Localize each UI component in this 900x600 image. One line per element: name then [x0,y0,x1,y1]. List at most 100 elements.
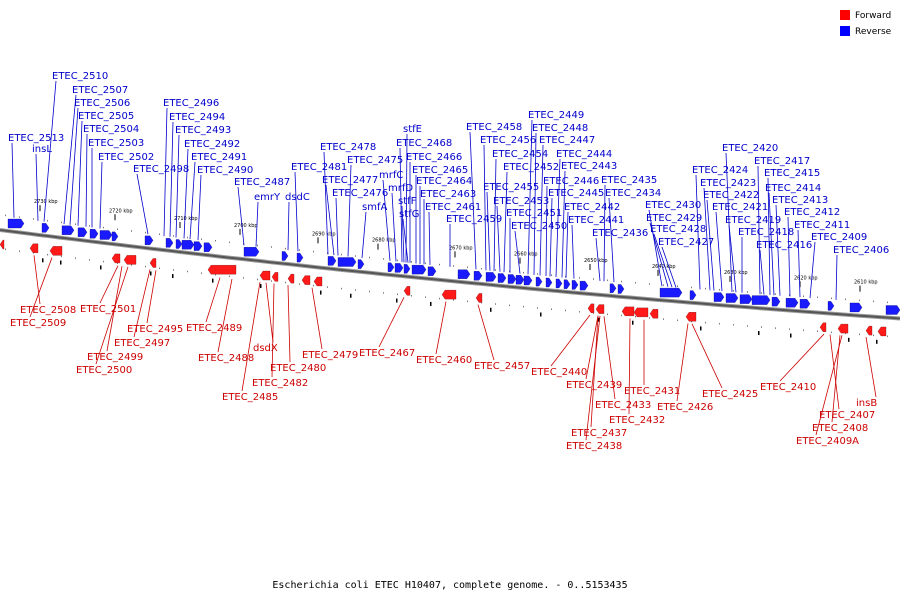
reverse-gene[interactable] [497,273,507,283]
reverse-gene-label[interactable]: ETEC_2421 [712,202,768,292]
reverse-gene[interactable] [473,271,483,281]
reverse-gene[interactable] [175,239,183,249]
reverse-gene[interactable] [193,241,203,251]
reverse-gene[interactable] [485,272,497,282]
forward-gene-label[interactable]: ETEC_2409A [796,335,859,447]
forward-gene[interactable] [475,293,483,303]
reverse-gene[interactable] [327,256,337,266]
forward-gene-label[interactable]: ETEC_2457 [474,304,530,372]
reverse-gene-label[interactable]: ETEC_2492 [183,139,240,239]
reverse-gene-label[interactable]: ETEC_2413 [772,195,828,296]
reverse-gene[interactable] [144,235,154,246]
reverse-gene[interactable] [849,302,863,313]
reverse-gene[interactable] [563,279,571,289]
reverse-gene[interactable] [411,264,427,275]
reverse-gene-label[interactable]: ETEC_2506 [69,98,130,225]
reverse-gene-label[interactable]: ETEC_2507 [63,85,128,225]
forward-gene-label[interactable]: ETEC_2501 [80,265,136,315]
reverse-gene-label[interactable]: ETEC_2503 [88,138,144,228]
forward-gene-label[interactable]: ETEC_2509 [10,257,66,329]
forward-gene-label[interactable]: ETEC_2437 [571,315,627,439]
forward-gene-label[interactable]: ETEC_2439 [566,315,622,391]
forward-gene-label[interactable]: ETEC_2460 [416,301,472,366]
reverse-gene[interactable] [713,292,725,302]
reverse-gene-label[interactable]: ETEC_2427 [658,237,714,288]
forward-gene[interactable] [595,304,605,314]
reverse-gene-label[interactable]: ETEC_2461 [425,202,481,265]
forward-gene-label[interactable]: ETEC_2432 [609,318,665,426]
reverse-gene-label[interactable]: ETEC_2443 [561,161,617,278]
reverse-gene-label[interactable]: ETEC_2476 [332,188,388,256]
reverse-gene-label[interactable]: ETEC_2406 [833,245,889,300]
reverse-gene-label[interactable]: ETEC_2458 [466,122,522,270]
forward-gene[interactable] [287,273,295,284]
forward-gene-label[interactable]: ETEC_2438 [566,315,622,452]
reverse-gene-label[interactable]: ETEC_2419 [725,215,781,293]
forward-gene[interactable] [877,326,887,337]
reverse-gene[interactable] [535,276,543,287]
reverse-gene-label[interactable]: smfA [361,202,387,259]
reverse-gene[interactable] [281,251,289,261]
reverse-gene-label[interactable]: ETEC_2493 [175,125,231,238]
reverse-gene-label[interactable]: ETEC_2448 [532,123,588,275]
reverse-gene[interactable] [579,280,589,291]
reverse-gene-label[interactable]: ETEC_2478 [320,142,376,255]
reverse-gene-label[interactable]: ETEC_2505 [77,111,134,226]
reverse-gene-label[interactable]: dsdC [285,192,310,251]
reverse-gene[interactable] [725,293,739,303]
reverse-gene[interactable] [827,301,835,311]
reverse-gene-label[interactable]: ETEC_2455 [483,182,539,271]
reverse-gene-label[interactable]: ETEC_2428 [650,224,706,288]
reverse-gene[interactable] [555,278,563,289]
forward-gene-label[interactable]: insB [856,337,877,409]
reverse-gene-label[interactable]: insL [32,144,52,221]
reverse-gene-label[interactable]: ETEC_2468 [396,138,452,263]
forward-gene[interactable] [123,255,137,265]
reverse-gene[interactable] [617,284,625,294]
reverse-gene-label[interactable]: ETEC_2466 [406,152,462,263]
reverse-gene[interactable] [77,227,88,237]
reverse-gene[interactable] [523,275,533,286]
forward-gene-label[interactable]: ETEC_2485 [222,281,278,403]
reverse-gene[interactable] [457,269,471,279]
reverse-gene-label[interactable]: ETEC_2510 [43,71,108,222]
forward-gene[interactable] [259,270,271,281]
forward-gene-label[interactable]: ETEC_2480 [270,285,326,374]
forward-gene[interactable] [837,323,849,334]
reverse-gene-label[interactable]: ETEC_2409 [809,232,867,299]
forward-gene-label[interactable]: ETEC_2431 [624,319,680,397]
reverse-gene[interactable] [243,247,260,257]
forward-gene[interactable] [819,322,827,332]
forward-gene-label[interactable]: ETEC_2467 [359,297,415,359]
reverse-gene[interactable] [111,231,119,242]
forward-gene-label[interactable]: ETEC_2410 [760,333,825,393]
reverse-gene-label[interactable]: ETEC_2416 [756,240,812,295]
reverse-gene-label[interactable]: ETEC_2414 [765,183,821,296]
reverse-gene-label[interactable]: ETEC_2424 [692,165,748,290]
reverse-gene-label[interactable]: mrfC [379,170,403,261]
forward-gene[interactable] [301,275,311,285]
forward-gene[interactable] [865,325,873,336]
legend-item-reverse[interactable]: Reverse [840,26,892,37]
forward-gene[interactable] [403,286,411,296]
reverse-gene-label[interactable]: ETEC_2423 [700,178,756,291]
reverse-gene-label[interactable]: ETEC_2417 [754,156,810,295]
reverse-gene[interactable] [771,296,781,307]
forward-gene-label[interactable]: ETEC_2488 [198,278,254,364]
forward-gene[interactable] [621,306,635,316]
reverse-gene[interactable] [689,290,697,300]
reverse-gene-label[interactable]: ETEC_2429 [646,213,702,287]
reverse-gene-label[interactable]: ETEC_2463 [420,189,476,265]
forward-gene[interactable] [49,246,63,256]
reverse-gene-label[interactable]: ETEC_2420 [722,143,778,293]
forward-gene-label[interactable]: ETEC_2407 [819,334,875,421]
reverse-gene-label[interactable]: ETEC_2456 [480,135,536,271]
forward-gene[interactable] [649,309,659,319]
reverse-gene-label[interactable]: ETEC_2435 [601,175,657,282]
reverse-gene-label[interactable]: ETEC_2494 [169,112,225,237]
forward-gene-label[interactable]: ETEC_2497 [114,269,170,349]
forward-gene-label[interactable]: ETEC_2440 [531,314,591,378]
forward-gene-label[interactable]: ETEC_2489 [186,277,242,334]
forward-gene[interactable] [271,272,279,282]
reverse-gene-label[interactable]: stfE [403,124,422,263]
